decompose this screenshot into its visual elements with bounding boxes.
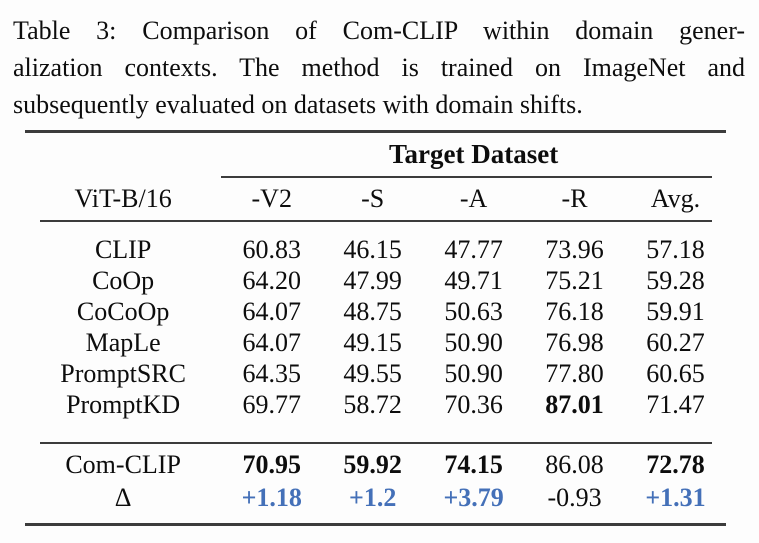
table-row-promptkd: PromptKD 69.77 58.72 70.36 87.01 71.47 (25, 389, 726, 420)
cell-best: 70.95 (242, 449, 301, 479)
caption-line-3: subsequently evaluated on datasets with … (13, 90, 583, 119)
column-header-v2: -V2 (251, 184, 292, 213)
baseline-rows: CLIP 60.83 46.15 47.77 73.96 57.18 CoOp … (25, 222, 726, 442)
cell: 50.90 (444, 358, 503, 388)
table-row-clip: CLIP 60.83 46.15 47.77 73.96 57.18 (25, 234, 726, 265)
table-row-comclip: Com-CLIP 70.95 59.92 74.15 86.08 72.78 (25, 449, 726, 480)
row-label: CLIP (94, 234, 152, 264)
column-header-row: ViT-B/16 -V2 -S -A -R Avg. (25, 178, 726, 220)
cell: 50.63 (444, 296, 503, 326)
cell-delta-negative: -0.93 (547, 482, 602, 512)
cell: 73.96 (545, 234, 604, 264)
header-rule (40, 220, 712, 222)
cell-best: 72.78 (646, 449, 705, 479)
delta-symbol: Δ (114, 482, 132, 512)
row-label: CoOp (92, 265, 155, 295)
cell: 76.18 (545, 296, 604, 326)
table-row-promptsrc: PromptSRC 64.35 49.55 50.90 77.80 60.65 (25, 358, 726, 389)
cell: 48.75 (343, 296, 402, 326)
row-label: Com-CLIP (65, 449, 181, 479)
table-row-maple: MapLe 64.07 49.15 50.90 76.98 60.27 (25, 327, 726, 358)
column-header-r: -R (561, 184, 588, 213)
results-table: Target Dataset ViT-B/16 -V2 -S -A -R Avg… (25, 130, 726, 526)
cell-delta-positive: +3.79 (443, 482, 504, 512)
cell-delta-positive: +1.31 (645, 482, 706, 512)
cell: 69.77 (242, 389, 301, 419)
cell-delta-positive: +1.2 (349, 482, 397, 512)
column-header-a: -A (459, 184, 488, 213)
cell: 64.07 (242, 296, 301, 326)
row-label: PromptSRC (60, 358, 186, 388)
cell: 47.99 (343, 265, 402, 295)
table-row-coop: CoOp 64.20 47.99 49.71 75.21 59.28 (25, 265, 726, 296)
cell: 64.20 (242, 265, 301, 295)
table-row-cocoop: CoCoOp 64.07 48.75 50.63 76.18 59.91 (25, 296, 726, 327)
column-header-s: -S (361, 184, 385, 213)
cell: 64.35 (242, 358, 301, 388)
cell: 46.15 (343, 234, 402, 264)
cell: 75.21 (545, 265, 604, 295)
row-label: CoCoOp (76, 296, 170, 326)
row-label: PromptKD (66, 389, 181, 419)
cell: 60.65 (646, 358, 705, 388)
cell: 50.90 (444, 327, 503, 357)
cell-best: 87.01 (545, 389, 604, 419)
column-header-backbone: ViT-B/16 (74, 184, 172, 213)
cell: 60.83 (242, 234, 301, 264)
cell-best: 59.92 (343, 449, 402, 479)
caption-line-2: alization contexts. The method is traine… (13, 53, 745, 82)
cell: 57.18 (646, 234, 705, 264)
cell: 49.71 (444, 265, 503, 295)
table-row-delta: Δ +1.18 +1.2 +3.79 -0.93 +1.31 (25, 482, 726, 513)
cell: 59.91 (646, 296, 705, 326)
method-rows: Com-CLIP 70.95 59.92 74.15 86.08 72.78 Δ… (25, 444, 726, 523)
section-rule (40, 442, 712, 444)
top-rule (25, 130, 726, 133)
table-caption: Table 3: Comparison of Com-CLIP within d… (13, 12, 745, 123)
cell: 64.07 (242, 327, 301, 357)
cell: 49.55 (343, 358, 402, 388)
cell: 70.36 (444, 389, 503, 419)
cell: 49.15 (343, 327, 402, 357)
group-header-row: Target Dataset (25, 133, 726, 176)
cell: 71.47 (646, 389, 705, 419)
cell: 60.27 (646, 327, 705, 357)
cell-delta-positive: +1.18 (241, 482, 302, 512)
cell: 86.08 (545, 449, 604, 479)
bottom-rule (25, 523, 726, 526)
column-header-avg: Avg. (650, 184, 701, 213)
cell-best: 74.15 (444, 449, 503, 479)
cell: 77.80 (545, 358, 604, 388)
cell: 58.72 (343, 389, 402, 419)
group-header-label: Target Dataset (389, 139, 559, 169)
cell: 47.77 (444, 234, 503, 264)
caption-line-1: Table 3: Comparison of Com-CLIP within d… (13, 16, 745, 45)
cell: 76.98 (545, 327, 604, 357)
group-header-underline (221, 176, 712, 178)
cell: 59.28 (646, 265, 705, 295)
row-label: MapLe (85, 327, 161, 357)
